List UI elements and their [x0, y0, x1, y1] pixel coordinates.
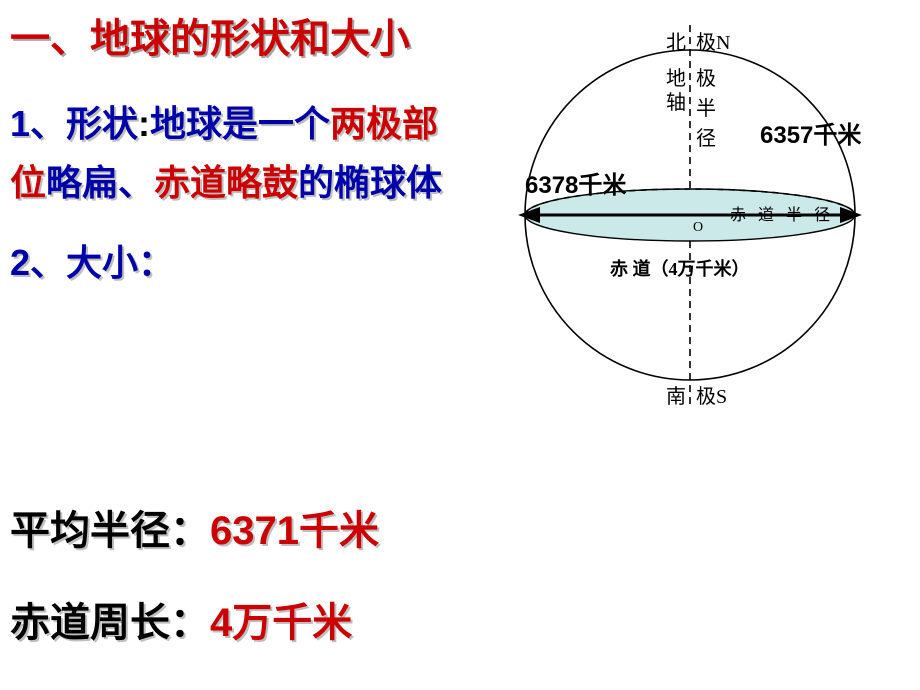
- svg-text:极: 极: [696, 67, 716, 90]
- equator-radius-value: 6378千米: [525, 165, 626, 200]
- svg-text:赤 道 半 径: 赤 道 半 径: [730, 206, 834, 224]
- point1-p3: 略扁、: [46, 162, 154, 203]
- svg-text:南: 南: [666, 385, 686, 408]
- svg-text:极S: 极S: [696, 385, 727, 408]
- point1-p1: 地球是一个: [150, 103, 330, 144]
- point1-p5: 的椭球体: [298, 162, 442, 203]
- svg-text:赤 道（4万千米）: 赤 道（4万千米）: [610, 258, 750, 279]
- svg-text:半: 半: [696, 97, 716, 120]
- equator-circ-value: 4万千米: [210, 601, 352, 645]
- heading: 一、地球的形状和大小: [10, 8, 470, 70]
- avg-radius-label: 平均半径：: [10, 509, 210, 553]
- avg-radius-value: 6371千米: [210, 509, 379, 553]
- point1-line: 1、形状:地球是一个两极部位略扁、赤道略鼓的椭球体: [10, 94, 470, 213]
- svg-text:径: 径: [696, 127, 716, 150]
- equator-circumference-line: 赤道周长：4万千米: [10, 590, 352, 648]
- point1-colon: :: [138, 103, 150, 144]
- equator-circ-label: 赤道周长：: [10, 601, 210, 645]
- svg-text:北: 北: [666, 31, 686, 54]
- text-block: 一、地球的形状和大小 1、形状:地球是一个两极部位略扁、赤道略鼓的椭球体 2、大…: [10, 8, 470, 291]
- point1-lead: 1、形状: [10, 103, 138, 144]
- point1-p4: 赤道略鼓: [154, 162, 298, 203]
- svg-text:地: 地: [666, 67, 686, 90]
- earth-diagram: 北 极N 地 轴 极 半 径 南 极S O 赤 道 半 径 赤 道（4万千米） …: [470, 15, 920, 425]
- svg-text:极N: 极N: [696, 31, 730, 54]
- point2-line: 2、大小：: [10, 235, 470, 291]
- avg-radius-line: 平均半径：6371千米: [10, 498, 379, 556]
- earth-svg: 北 极N 地 轴 极 半 径 南 极S O 赤 道 半 径 赤 道（4万千米）: [470, 15, 920, 425]
- polar-radius-value: 6357千米: [760, 115, 861, 150]
- svg-text:O: O: [693, 220, 703, 235]
- svg-text:轴: 轴: [666, 91, 686, 114]
